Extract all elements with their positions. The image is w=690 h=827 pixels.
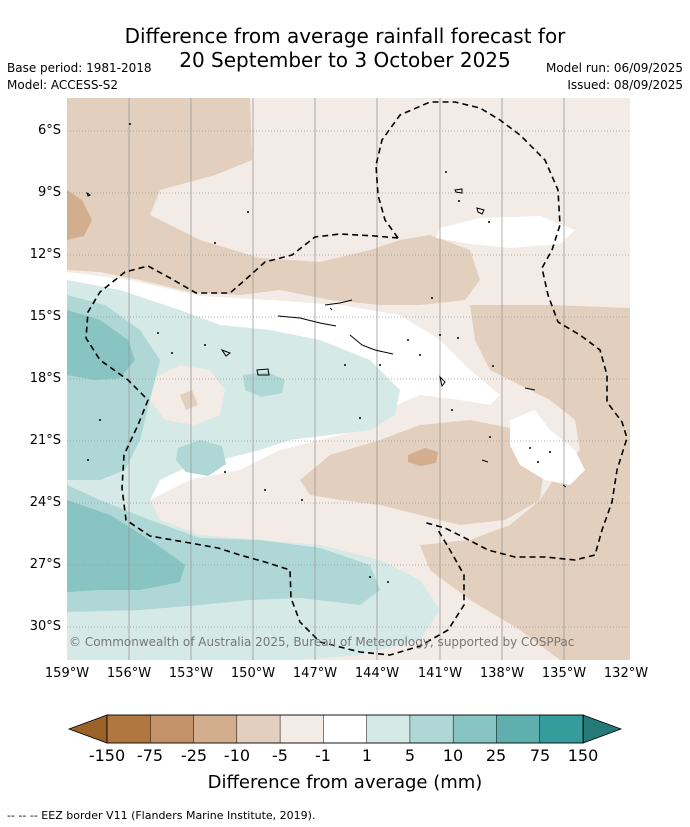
lon-label-159w: 159°W bbox=[44, 666, 90, 681]
colorbar-tick-label: 10 bbox=[442, 746, 464, 765]
lat-label-27s: 27°S bbox=[29, 557, 61, 572]
wet-core-southwest bbox=[67, 500, 185, 592]
dry-patch-west bbox=[67, 190, 92, 240]
colorbar-frame bbox=[106, 714, 584, 744]
dry-region-east bbox=[420, 305, 630, 660]
colorbar-cell bbox=[496, 714, 541, 744]
lon-label-144w: 144°W bbox=[354, 666, 400, 681]
lat-label-21s: 21°S bbox=[29, 433, 61, 448]
neutral-zone-east bbox=[510, 410, 585, 485]
colorbar-cell bbox=[452, 714, 498, 744]
colorbar-tick-label: 1 bbox=[361, 746, 373, 765]
lat-label-9s: 9°S bbox=[37, 185, 61, 200]
colorbar-cell bbox=[323, 714, 368, 744]
colorbar-cell bbox=[279, 714, 325, 744]
colorbar-cell bbox=[409, 714, 454, 744]
lon-label-150w: 150°W bbox=[230, 666, 276, 681]
colorbar-tick-label: 5 bbox=[404, 746, 416, 765]
colorbar-cell bbox=[150, 714, 195, 744]
colorbar-cells bbox=[106, 714, 584, 744]
eez-legend-note: -- -- -- EEZ border V11 (Flanders Marine… bbox=[7, 809, 316, 822]
colorbar-tick-label: 150 bbox=[567, 746, 599, 765]
colorbar-tick-label: -25 bbox=[180, 746, 208, 765]
dry-region-central bbox=[300, 420, 545, 525]
lon-label-138w: 138°W bbox=[479, 666, 525, 681]
colorbar-cell bbox=[106, 714, 152, 744]
colorbar-cell bbox=[366, 714, 411, 744]
lon-label-147w: 147°W bbox=[292, 666, 338, 681]
island-dots bbox=[87, 123, 551, 583]
model-run-label: Model run: 06/09/2025 bbox=[545, 61, 683, 75]
colorbar-tick-label: 75 bbox=[529, 746, 551, 765]
colorbar-under-arrow bbox=[67, 714, 108, 744]
issued-label: Issued: 08/09/2025 bbox=[567, 78, 683, 92]
colorbar-cell bbox=[539, 714, 584, 744]
base-period-label: Base period: 1981-2018 bbox=[7, 61, 152, 75]
colorbar-tick-label: -75 bbox=[136, 746, 164, 765]
colorbar-over-arrow bbox=[582, 714, 623, 744]
lon-label-135w: 135°W bbox=[541, 666, 587, 681]
colorbar-cell bbox=[236, 714, 281, 744]
lat-label-24s: 24°S bbox=[29, 495, 61, 510]
lat-label-15s: 15°S bbox=[29, 309, 61, 324]
meta-right: Model run: 06/09/2025 Issued: 08/09/2025 bbox=[546, 60, 683, 94]
colorbar-tick-label: -1 bbox=[315, 746, 331, 765]
neutral-zone-north bbox=[436, 216, 575, 248]
dry-band-northwest bbox=[67, 98, 252, 185]
colorbar-title: Difference from average (mm) bbox=[207, 772, 483, 793]
dry-dot-19s bbox=[180, 390, 198, 410]
copyright-notice: © Commonwealth of Australia 2025, Bureau… bbox=[69, 635, 574, 649]
colorbar-tick-label: -5 bbox=[272, 746, 288, 765]
title-line-2: 20 September to 3 October 2025 bbox=[179, 48, 511, 72]
islands bbox=[86, 188, 567, 488]
lat-label-12s: 12°S bbox=[29, 247, 61, 262]
lon-label-153w: 153°W bbox=[168, 666, 214, 681]
meta-left: Base period: 1981-2018 Model: ACCESS-S2 bbox=[7, 60, 152, 94]
lon-label-132w: 132°W bbox=[603, 666, 649, 681]
colorbar-tick-label: -150 bbox=[88, 746, 126, 765]
lon-label-156w: 156°W bbox=[106, 666, 152, 681]
model-label: Model: ACCESS-S2 bbox=[7, 78, 119, 92]
map-title: Difference from average rainfall forecas… bbox=[0, 24, 690, 72]
rainfall-map bbox=[67, 98, 630, 660]
wet-core-west bbox=[67, 310, 135, 380]
wet-patch-21s bbox=[176, 440, 226, 476]
lat-label-30s: 30°S bbox=[29, 619, 61, 634]
lat-label-18s: 18°S bbox=[29, 371, 61, 386]
colorbar-tick-label: 25 bbox=[485, 746, 507, 765]
eez-borders bbox=[85, 101, 628, 656]
wet-patch-18s bbox=[243, 372, 285, 397]
lat-label-6s: 6°S bbox=[37, 123, 61, 138]
colorbar-cell bbox=[193, 714, 238, 744]
colorbar bbox=[67, 714, 623, 744]
colorbar-tick-label: -10 bbox=[223, 746, 251, 765]
title-line-1: Difference from average rainfall forecas… bbox=[124, 24, 566, 48]
lon-label-141w: 141°W bbox=[417, 666, 463, 681]
dry-patch-central bbox=[408, 448, 438, 466]
